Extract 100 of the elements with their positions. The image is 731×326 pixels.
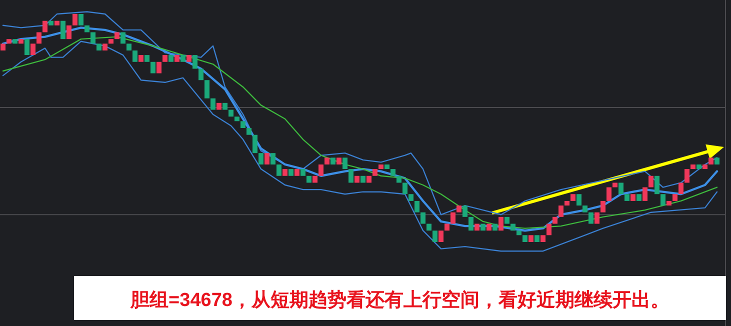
candlestick xyxy=(450,212,456,224)
candlestick xyxy=(348,169,354,183)
candlestick xyxy=(210,98,216,110)
candlestick xyxy=(42,20,48,32)
candlestick xyxy=(108,39,114,44)
candlestick xyxy=(516,230,522,236)
candlestick xyxy=(624,194,630,201)
candlestick xyxy=(360,176,366,183)
candlestick xyxy=(546,224,552,236)
candlestick xyxy=(84,25,90,32)
candlestick xyxy=(72,14,78,26)
candlestick xyxy=(594,212,600,224)
candlestick xyxy=(618,182,624,194)
candlestick xyxy=(102,44,108,50)
candlestick xyxy=(690,164,696,170)
candlestick xyxy=(318,164,324,176)
candlestick xyxy=(444,224,450,231)
candlestick xyxy=(264,153,270,164)
candlestick xyxy=(246,128,252,135)
candlestick xyxy=(480,224,486,231)
candlestick xyxy=(468,216,474,231)
candlestick xyxy=(234,116,240,122)
candlestick xyxy=(372,169,378,176)
candlestick xyxy=(432,230,438,242)
candlestick xyxy=(90,32,96,44)
candlestick xyxy=(30,44,36,56)
candlestick xyxy=(198,68,204,80)
candlestick xyxy=(612,182,618,188)
candlestick xyxy=(204,80,210,98)
candlestick xyxy=(252,134,258,154)
candlestick xyxy=(336,158,342,164)
candlestick xyxy=(54,20,60,26)
candlestick xyxy=(654,176,660,194)
candlestick xyxy=(414,200,420,212)
candlestick xyxy=(180,55,186,62)
candlestick xyxy=(222,102,228,110)
candlestick xyxy=(78,14,84,26)
candlestick xyxy=(162,55,168,62)
candlestick xyxy=(306,176,312,183)
candlestick xyxy=(492,224,498,231)
candlestick xyxy=(324,158,330,164)
candlestick xyxy=(276,164,282,176)
candlestick xyxy=(240,121,246,128)
candlestick xyxy=(144,55,150,62)
candlestick xyxy=(576,194,582,206)
candlestick xyxy=(48,20,54,26)
candlestick xyxy=(270,153,276,164)
candlestick xyxy=(228,110,234,117)
candlestick xyxy=(66,25,72,40)
candlestick xyxy=(420,212,426,224)
candlestick xyxy=(378,164,384,170)
candlestick xyxy=(288,169,294,176)
candlestick xyxy=(390,169,396,176)
candlestick xyxy=(120,32,126,44)
candlestick xyxy=(6,39,12,44)
candlestick xyxy=(486,224,492,231)
candlestick xyxy=(702,164,708,170)
candlestick xyxy=(366,176,372,183)
candlestick xyxy=(216,102,222,110)
candlestick xyxy=(588,212,594,224)
candlestick xyxy=(552,216,558,224)
candlestick xyxy=(540,235,546,242)
candlestick xyxy=(342,158,348,170)
candlestick xyxy=(660,194,666,206)
candlestick xyxy=(114,32,120,40)
candlestick xyxy=(396,176,402,183)
candlestick xyxy=(156,62,162,74)
candlestick xyxy=(354,176,360,183)
candlestick xyxy=(504,216,510,224)
candlestick xyxy=(558,206,564,217)
candlestick xyxy=(126,44,132,50)
candlestick xyxy=(312,176,318,183)
candlestick xyxy=(648,176,654,188)
candlestick xyxy=(600,200,606,212)
candlestick xyxy=(36,32,42,44)
candlestick xyxy=(168,55,174,62)
candlestick xyxy=(258,153,264,164)
candlestick xyxy=(174,55,180,62)
candlestick xyxy=(186,55,192,62)
candlestick xyxy=(18,39,24,44)
candlestick xyxy=(696,164,702,170)
candlestick xyxy=(138,55,144,62)
candlestick xyxy=(582,206,588,212)
candlestick xyxy=(438,230,444,242)
candlestick xyxy=(564,200,570,206)
candlestick xyxy=(426,224,432,231)
candlestick xyxy=(300,169,306,176)
candlestick xyxy=(522,235,528,242)
candlestick xyxy=(384,164,390,170)
candlestick xyxy=(192,55,198,69)
candlestick xyxy=(498,216,504,231)
candlestick xyxy=(60,20,66,40)
candlestick xyxy=(606,187,612,201)
candlestick xyxy=(714,158,720,164)
candlestick xyxy=(678,182,684,194)
candlestick xyxy=(630,194,636,201)
candlestick xyxy=(24,39,30,56)
candlestick xyxy=(132,50,138,62)
candlestick xyxy=(12,39,18,44)
candlestick xyxy=(528,235,534,242)
